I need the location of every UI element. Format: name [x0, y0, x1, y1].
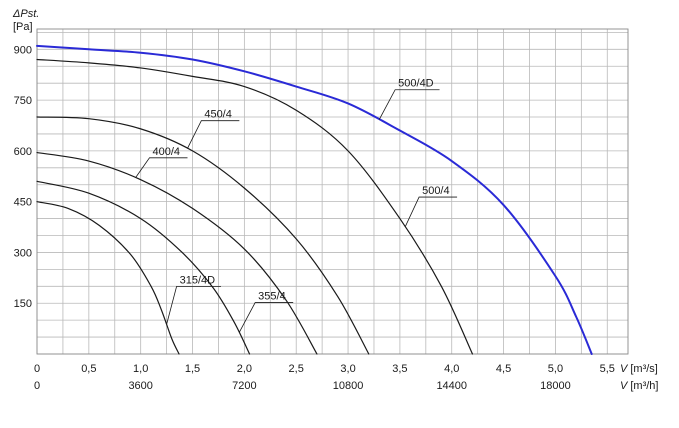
grid	[36, 29, 628, 355]
x2-tick-label: 3600	[128, 380, 152, 392]
y-tick-label: 150	[14, 298, 32, 310]
series-label-355-4: 355/4	[258, 291, 286, 303]
x-tick-label: 2,5	[289, 363, 304, 375]
x-tick-labels: 0 0,5 1,0 1,5 2,0 2,5 3,0 3,5 4,0 4,5 5,0 5,5	[34, 363, 615, 375]
x2-tick-labels: 0 3600 7200 10800 14400 18000	[34, 380, 571, 392]
series-label-315-4D: 315/4D	[180, 274, 216, 286]
x-tick-label: 4,5	[496, 363, 511, 375]
series-line-355-4	[36, 180, 251, 355]
label-leader-355-4	[238, 302, 294, 333]
series-label-450-4: 450/4	[204, 109, 232, 121]
curves	[36, 44, 593, 355]
y-axis-label: ΔPst.	[12, 8, 39, 20]
x-tick-label: 3,0	[340, 363, 355, 375]
x-tick-label: 4,0	[444, 363, 459, 375]
series-line-315-4D	[36, 201, 180, 355]
series-line-450-4	[36, 116, 370, 355]
series-line-500-4D	[36, 44, 593, 355]
x2-tick-label: 18000	[540, 380, 571, 392]
y-tick-label: 450	[14, 197, 32, 209]
x2-tick-label: 0	[34, 380, 40, 392]
x2-tick-label: 10800	[333, 380, 364, 392]
y-tick-label: 900	[14, 44, 32, 56]
x2-tick-label: 14400	[436, 380, 467, 392]
series-label-500-4: 500/4	[422, 185, 450, 197]
x-tick-label: 5,5	[600, 363, 615, 375]
series-line-500-4	[36, 58, 474, 355]
label-leader-500-4D	[378, 89, 440, 120]
y-axis-unit: [Pa]	[13, 21, 33, 33]
label-leader-450-4	[186, 120, 240, 149]
series-line-400-4	[36, 151, 318, 355]
series-label-400-4: 400/4	[153, 146, 181, 158]
x-axis-label: V [m³/s]	[620, 363, 658, 375]
label-leader-400-4	[135, 157, 188, 179]
y-tick-label: 300	[14, 247, 32, 259]
x-tick-label: 3,5	[392, 363, 407, 375]
y-tick-labels: 150 300 450 600 750 900	[14, 44, 32, 310]
x2-axis-label: V [m³/h]	[620, 380, 658, 392]
x-tick-label: 2,0	[237, 363, 252, 375]
x2-tick-label: 7200	[232, 380, 256, 392]
x-tick-label: 5,0	[548, 363, 563, 375]
label-leader-315-4D	[166, 285, 222, 325]
x-tick-label: 1,5	[185, 363, 200, 375]
x-tick-label: 0,5	[81, 363, 96, 375]
x-tick-label: 1,0	[133, 363, 148, 375]
x-tick-label: 0	[34, 363, 40, 375]
label-leader-500-4	[404, 196, 458, 228]
y-tick-label: 600	[14, 146, 32, 158]
plot-frame	[36, 28, 629, 355]
curve-labels: 315/4D 355/4 400/4 450/4 500/4 500/4D	[135, 78, 458, 333]
y-tick-label: 750	[14, 95, 32, 107]
series-label-500-4D: 500/4D	[398, 78, 434, 90]
